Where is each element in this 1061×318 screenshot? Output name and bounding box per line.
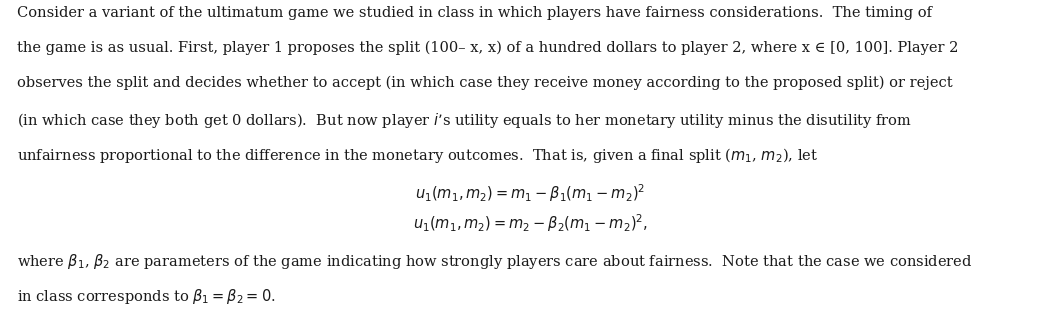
Text: Consider a variant of the ultimatum game we studied in class in which players ha: Consider a variant of the ultimatum game… <box>17 6 932 20</box>
Text: the game is as usual. First, player 1 proposes the split (100– x, x) of a hundre: the game is as usual. First, player 1 pr… <box>17 41 958 55</box>
Text: in class corresponds to $\beta_1 = \beta_2 = 0$.: in class corresponds to $\beta_1 = \beta… <box>17 287 276 306</box>
Text: where $\beta_1$, $\beta_2$ are parameters of the game indicating how strongly pl: where $\beta_1$, $\beta_2$ are parameter… <box>17 252 973 271</box>
Text: (in which case they both get 0 dollars).  But now player $i$’s utility equals to: (in which case they both get 0 dollars).… <box>17 111 912 130</box>
Text: $u_1(m_1, m_2) = m_2 - \beta_2(m_1 - m_2)^2,$: $u_1(m_1, m_2) = m_2 - \beta_2(m_1 - m_2… <box>413 212 648 234</box>
Text: unfairness proportional to the difference in the monetary outcomes.  That is, gi: unfairness proportional to the differenc… <box>17 146 818 165</box>
Text: $u_1(m_1, m_2) = m_1 - \beta_1(m_1 - m_2)^2$: $u_1(m_1, m_2) = m_1 - \beta_1(m_1 - m_2… <box>415 182 646 204</box>
Text: observes the split and decides whether to accept (in which case they receive mon: observes the split and decides whether t… <box>17 76 953 90</box>
